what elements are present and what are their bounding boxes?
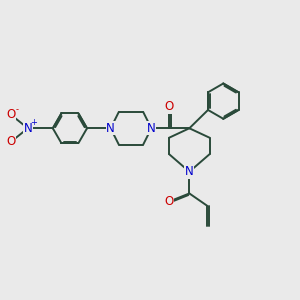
Text: O: O [164, 100, 174, 113]
Text: -: - [16, 105, 19, 114]
Text: N: N [185, 165, 194, 178]
Text: O: O [164, 195, 174, 208]
Text: N: N [147, 122, 156, 135]
Text: N: N [23, 122, 32, 135]
Text: N: N [106, 122, 115, 135]
Text: +: + [30, 118, 37, 127]
Text: O: O [6, 135, 16, 148]
Text: O: O [6, 108, 16, 121]
